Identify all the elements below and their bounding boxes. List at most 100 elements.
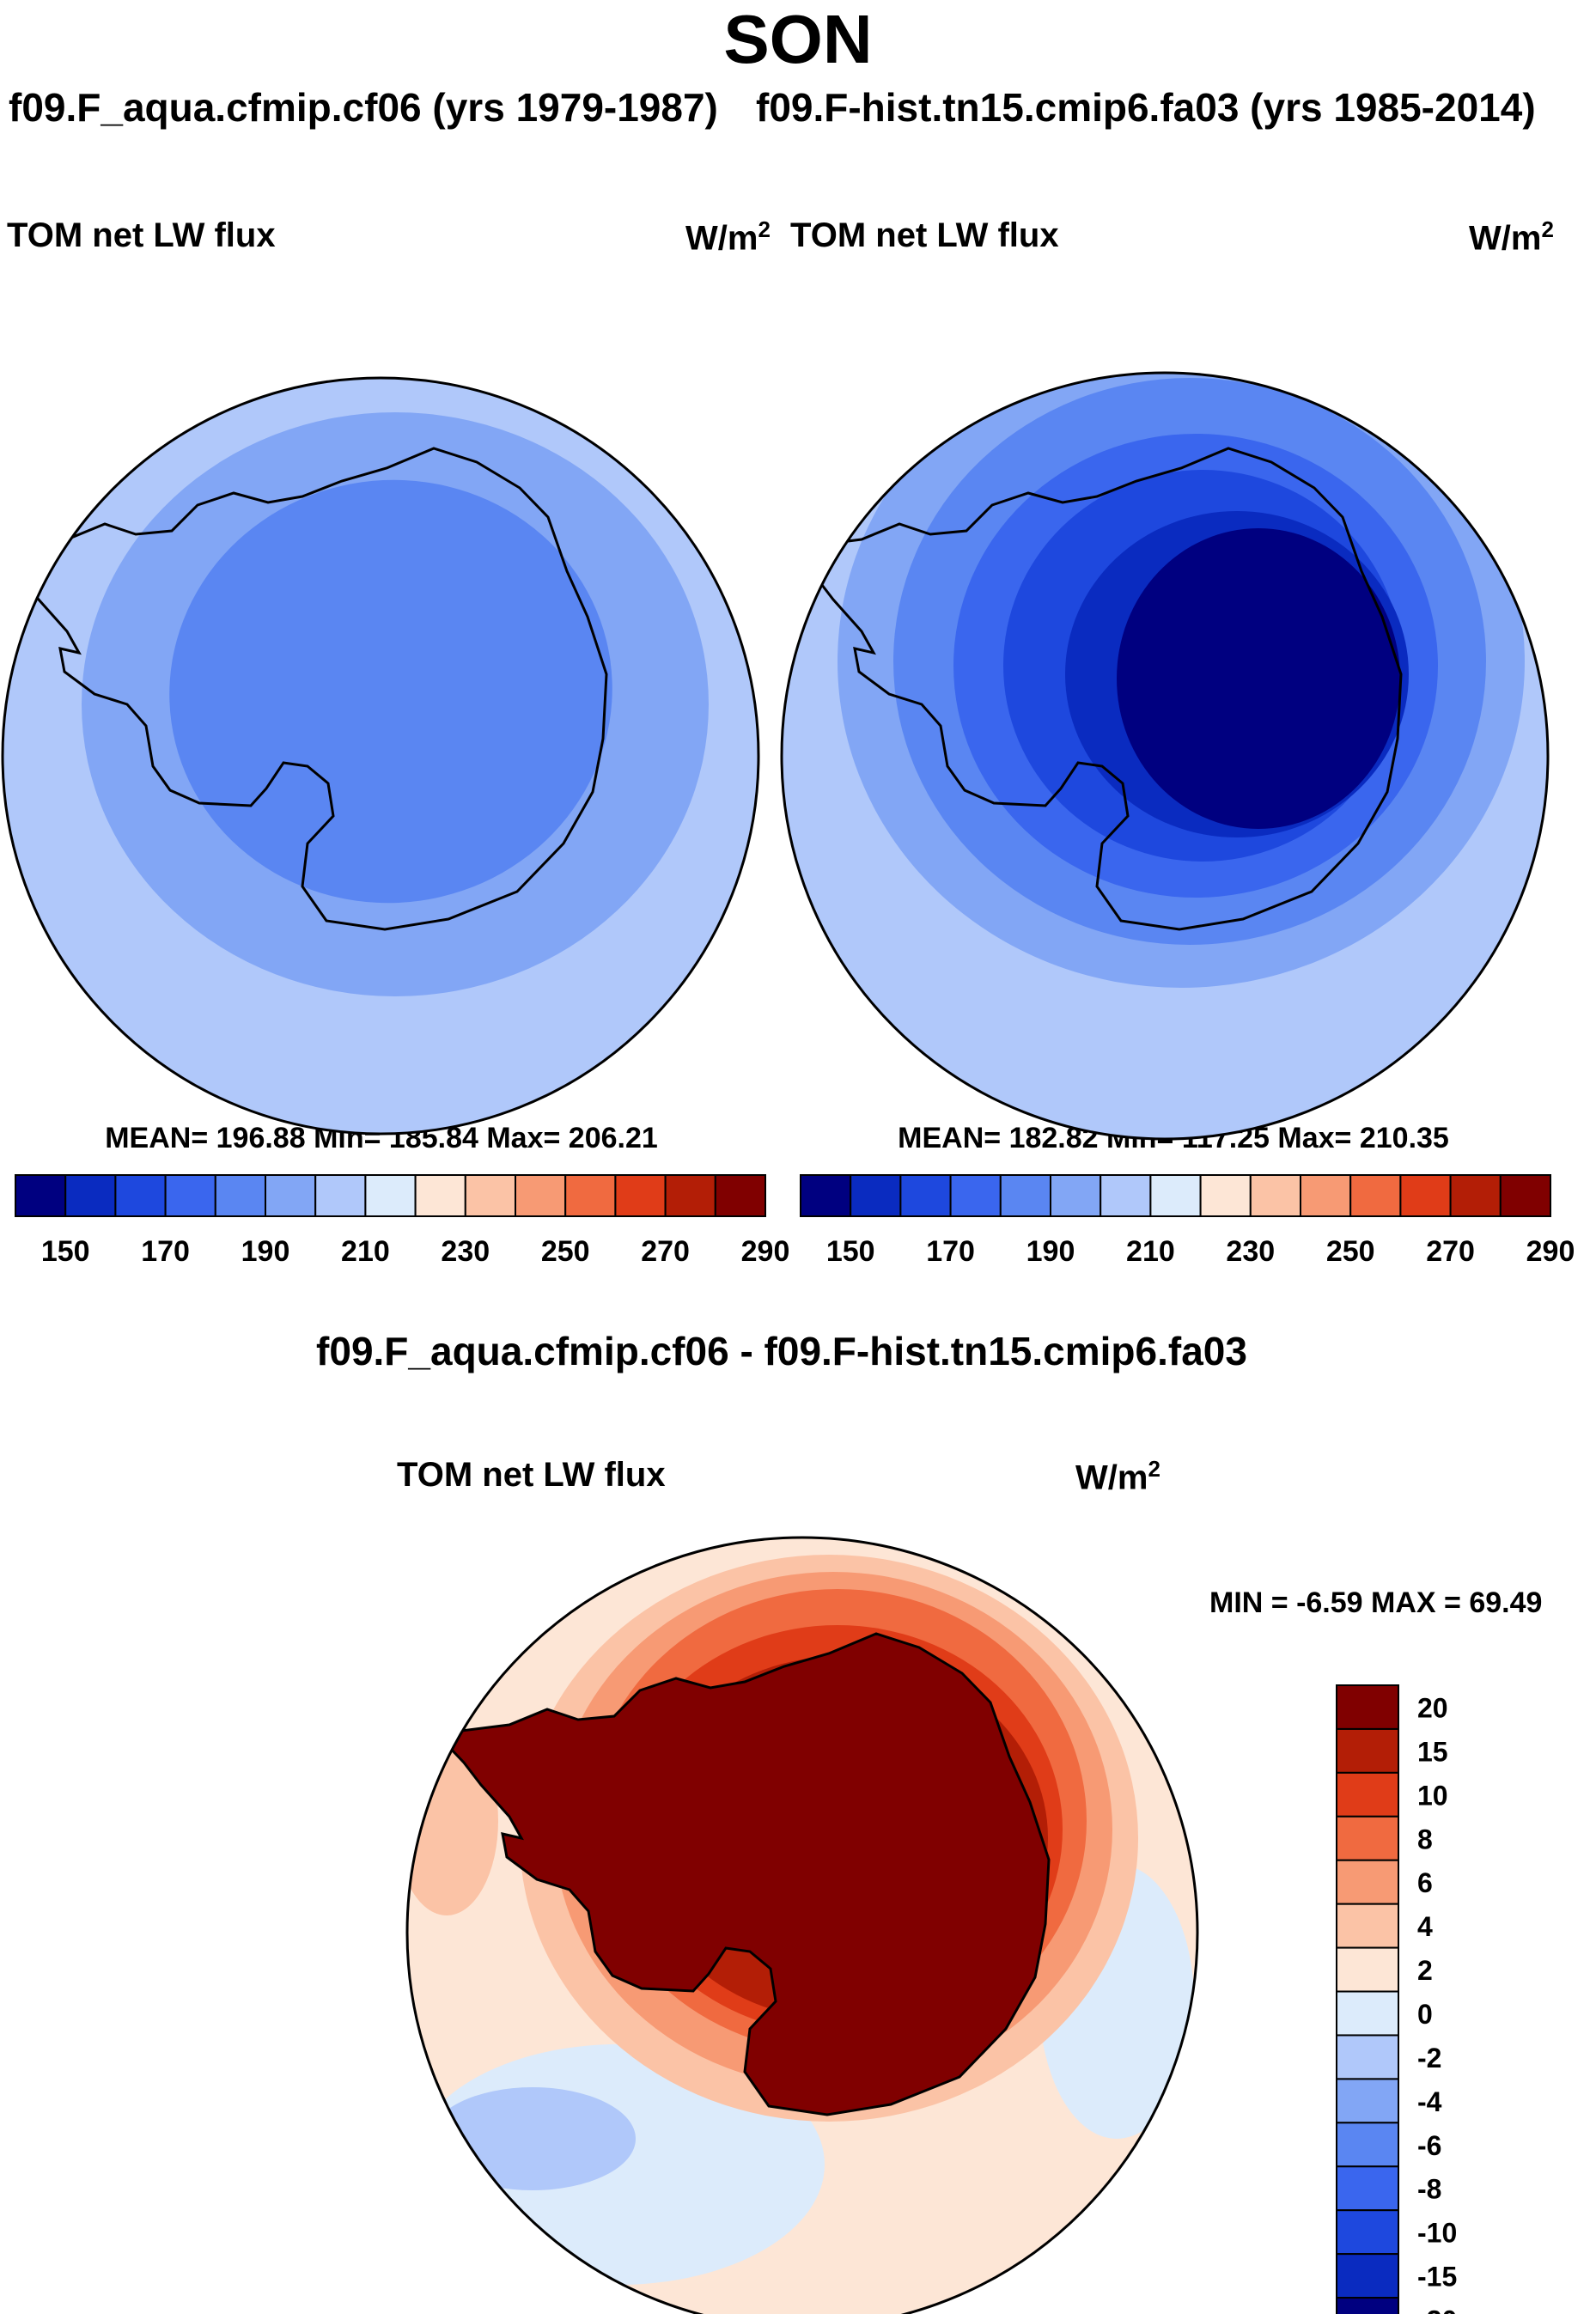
right-colorbar-tick-label: 290 (1526, 1235, 1575, 1268)
left-colorbar-swatch (164, 1174, 216, 1217)
left-units-exp: 2 (758, 216, 771, 242)
left-colorbar-swatch (515, 1174, 567, 1217)
left-map-border (1, 376, 760, 1136)
diff-colorbar-tick-label: -6 (1417, 2130, 1441, 2161)
left-units: W/m2 (685, 216, 771, 258)
diff-map (407, 1538, 1197, 2314)
right-colorbar-tick-label: 190 (1026, 1235, 1075, 1268)
left-case-title: f09.F_aqua.cfmip.cf06 (yrs 1979-1987) (9, 85, 718, 130)
right-units-base: W/m (1469, 219, 1542, 258)
right-colorbar-swatch (1100, 1174, 1152, 1217)
right-colorbar-swatch (1449, 1174, 1502, 1217)
diff-colorbar-tick-label: 15 (1417, 1736, 1448, 1767)
right-field-label: TOM net LW flux (790, 216, 1059, 254)
right-units-exp: 2 (1541, 216, 1554, 242)
diff-colorbar-tick-label: 2 (1417, 1955, 1433, 1986)
diff-colorbar-tick-label: -2 (1417, 2043, 1441, 2073)
right-colorbar-tick-label: 170 (926, 1235, 975, 1268)
left-colorbar: 150 170 190 210 230 250 270 290 (15, 1174, 790, 1268)
diff-colorbar-tick-label: -20 (1417, 2305, 1457, 2314)
diff-colorbar-swatch (1336, 2165, 1399, 2212)
left-colorbar-swatch (714, 1174, 766, 1217)
diff-colorbar-swatch (1336, 2253, 1399, 2299)
left-colorbar-swatch (664, 1174, 716, 1217)
right-units: W/m2 (1469, 216, 1554, 258)
diff-field-label: TOM net LW flux (397, 1456, 666, 1494)
left-colorbar-tick-label: 150 (41, 1235, 90, 1268)
diff-colorbar-tick-label: -10 (1417, 2218, 1457, 2249)
diff-colorbar-tick-label: 10 (1417, 1780, 1448, 1811)
right-colorbar-swatch (1349, 1174, 1402, 1217)
left-map (3, 378, 758, 1134)
right-colorbar-swatch (1199, 1174, 1252, 1217)
left-colorbar-swatch (15, 1174, 67, 1217)
left-colorbar-tick-label: 270 (641, 1235, 690, 1268)
left-colorbar-swatch (564, 1174, 617, 1217)
diff-colorbar-tick-label: -4 (1417, 2086, 1442, 2117)
left-colorbar-swatch (414, 1174, 466, 1217)
diff-colorbar-tick-label: 0 (1417, 1999, 1433, 2030)
diff-colorbar-swatch (1336, 2078, 1399, 2124)
right-colorbar-swatch (800, 1174, 852, 1217)
diff-colorbar-swatch (1336, 1727, 1399, 1774)
diff-colorbar-swatch (1336, 2034, 1399, 2080)
left-units-base: W/m (685, 219, 758, 258)
right-colorbar-tick-label: 250 (1326, 1235, 1375, 1268)
right-colorbar-swatch (1300, 1174, 1352, 1217)
left-colorbar-tick-label: 230 (441, 1235, 490, 1268)
right-colorbar-swatch (1149, 1174, 1202, 1217)
left-colorbar-tick-label: 210 (341, 1235, 390, 1268)
left-colorbar-swatch (464, 1174, 516, 1217)
diff-units: W/m2 (1075, 1456, 1160, 1497)
left-colorbar-swatch (614, 1174, 667, 1217)
right-colorbar-swatch (1499, 1174, 1552, 1217)
right-colorbar-swatch (1050, 1174, 1102, 1217)
diff-map-border (405, 1536, 1199, 2314)
diff-colorbar-swatch (1336, 1859, 1399, 1905)
right-colorbar-swatch (1249, 1174, 1302, 1217)
diff-case-title: f09.F_aqua.cfmip.cf06 - f09.F-hist.tn15.… (316, 1329, 1247, 1373)
right-colorbar-tick-label: 210 (1126, 1235, 1175, 1268)
diff-colorbar-tick-label: -8 (1417, 2174, 1441, 2205)
diff-colorbar-swatch (1336, 2209, 1399, 2256)
left-colorbar-swatch (114, 1174, 167, 1217)
diff-colorbar-tick-label: 4 (1417, 1911, 1433, 1942)
right-map-border (780, 371, 1550, 1141)
right-colorbar-swatch (850, 1174, 902, 1217)
diff-colorbar-tick-label: 8 (1417, 1824, 1433, 1854)
diff-colorbar-tick-label: 6 (1417, 1867, 1433, 1898)
right-map (782, 373, 1548, 1139)
right-colorbar-tick-label: 270 (1426, 1235, 1475, 1268)
diff-colorbar-tick-label: -15 (1417, 2262, 1457, 2293)
diff-colorbar-tick-label: 20 (1417, 1692, 1448, 1723)
diff-units-base: W/m (1075, 1458, 1148, 1497)
left-colorbar-tick-label: 170 (141, 1235, 190, 1268)
left-colorbar-swatch (314, 1174, 367, 1217)
left-colorbar-swatch (364, 1174, 417, 1217)
diff-colorbar-swatch (1336, 1815, 1399, 1861)
diff-colorbar-swatch (1336, 2122, 1399, 2168)
right-colorbar-tick-label: 230 (1226, 1235, 1275, 1268)
diff-colorbar-swatch (1336, 1684, 1399, 1730)
diff-colorbar-swatch (1336, 1771, 1399, 1818)
page-title: SON (723, 1, 873, 77)
left-colorbar-swatch (214, 1174, 267, 1217)
left-colorbar-tick-label: 250 (541, 1235, 590, 1268)
right-case-title: f09.F-hist.tn15.cmip6.fa03 (yrs 1985-201… (756, 85, 1536, 130)
right-colorbar-swatch (899, 1174, 952, 1217)
left-colorbar-swatch (265, 1174, 317, 1217)
diff-stats: MIN = -6.59 MAX = 69.49 (1209, 1586, 1543, 1619)
right-colorbar-swatch (1399, 1174, 1452, 1217)
diff-units-exp: 2 (1148, 1456, 1160, 1482)
diff-colorbar-swatch (1336, 1990, 1399, 2037)
left-colorbar-swatch (64, 1174, 117, 1217)
diff-colorbar-swatch (1336, 1903, 1399, 1949)
left-colorbar-tick-label: 290 (741, 1235, 790, 1268)
diff-colorbar-swatch (1336, 1946, 1399, 1993)
left-colorbar-tick-label: 190 (241, 1235, 290, 1268)
right-colorbar-swatch (949, 1174, 1002, 1217)
left-field-label: TOM net LW flux (7, 216, 276, 254)
right-colorbar-tick-label: 150 (826, 1235, 875, 1268)
